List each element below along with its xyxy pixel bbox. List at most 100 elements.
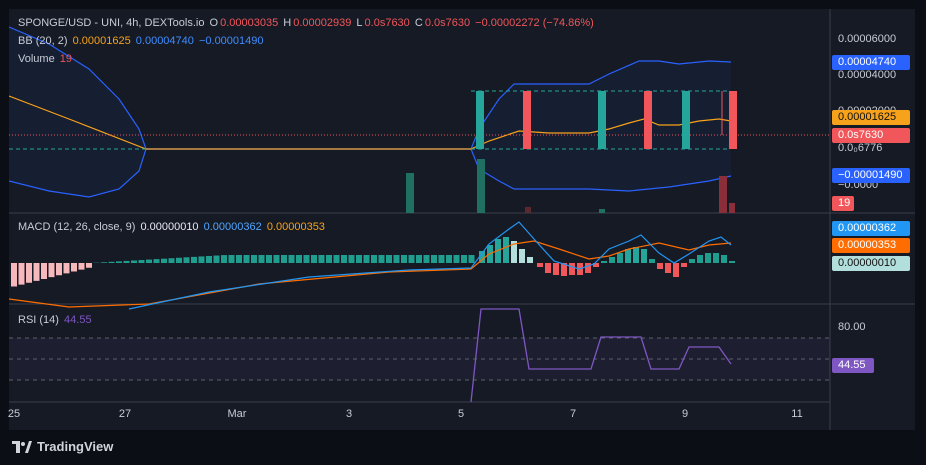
macd-hist-bar-53 [401,255,407,263]
time-label-7: 7 [569,408,577,420]
macd-hist-bar-11 [86,263,92,268]
macd-hist-bar-63 [479,251,485,263]
macd-hist-bar-26 [198,256,205,263]
macd-hist-bar-62 [468,255,475,263]
macd-hist-bar-81 [625,249,631,263]
macd-hist-bar-91 [705,253,711,263]
macd-hist-bar-3 [26,263,32,283]
macd-hist-bar-34 [258,255,265,263]
macd-hist-bar-57 [431,255,437,263]
macd-hist-bar-20 [153,259,160,263]
macd-hist-bar-90 [697,255,703,263]
macd-hist-value: 0.00000010 [140,221,199,233]
time-label-25: 25 [7,408,21,420]
open-value: 0.00003035 [220,17,279,29]
macd-hist-bar-32 [243,255,250,263]
macd-hist-bar-78 [601,261,607,263]
macd-signal-tag: 0.00000353 [832,238,910,253]
macd-hist-bar-6 [48,263,55,278]
macd-line-value: 0.00000362 [203,221,262,233]
macd-hist-bar-80 [617,253,623,263]
macd-hist-bar-40 [303,255,310,263]
macd-hist-bar-29 [221,255,227,263]
bb-fill [9,27,731,197]
last-price-tag: 0.0s7630 [832,128,910,143]
time-label-3: 3 [345,408,353,420]
tradingview-brand[interactable]: TradingView [12,439,113,454]
symbol-title: SPONGE/USD - UNI, 4h, DEXTools.io [18,17,205,29]
macd-hist-bar-23 [176,257,182,263]
macd-hist-bar-94 [729,261,735,263]
candle-6 [729,91,737,149]
macd-hist-bar-89 [689,259,695,263]
bb-upper-line [9,26,732,150]
candle-4 [644,91,652,149]
macd-hist-bar-76 [585,263,591,273]
volume-bar-2 [477,159,485,213]
high-label: H [283,17,292,29]
macd-hist-bar-71 [545,263,551,273]
bb-basis-tag: 0.00001625 [832,110,910,125]
volume-bar-1 [406,173,414,213]
macd-hist-bar-15 [116,261,122,263]
bb-label: BB (20, 2) [18,35,68,47]
macd-hist-bar-42 [318,255,325,263]
macd-hist-bar-82 [633,247,639,263]
bb-legend: BB (20, 2) 0.00001625 0.00004740 −0.0000… [18,35,266,47]
time-label-11: 11 [791,408,803,420]
macd-hist-bar-48 [363,255,370,263]
close-label: C [414,17,423,29]
time-label-mar: Mar [227,408,247,420]
macd-hist-bar-44 [333,255,340,263]
rsi-value: 44.55 [64,314,92,326]
chart-frame [9,9,915,430]
macd-hist-bar-86 [665,263,671,273]
macd-hist-bar-18 [138,260,145,263]
macd-hist-bar-85 [657,263,663,269]
macd-hist-bar-9 [71,263,77,272]
volume-legend: Volume 19 [18,53,74,65]
macd-legend: MACD (12, 26, close, 9) 0.00000010 0.000… [18,221,327,233]
macd-hist-bar-67 [511,241,517,263]
macd-hist-bar-55 [416,255,422,263]
low-value: 0.0s7630 [364,17,410,29]
macd-hist-bar-87 [673,263,679,277]
macd-hist-tag: 0.00000010 [832,256,910,271]
macd-hist-bar-50 [378,255,385,263]
macd-hist-bar-28 [213,255,220,263]
bb-lower-value: −0.00001490 [198,35,264,47]
macd-hist-bar-10 [78,263,85,270]
macd-hist-bar-84 [649,259,655,263]
volume-bar-6 [729,203,735,213]
macd-hist-bar-58 [438,255,445,263]
rsi-tag: 44.55 [832,358,874,373]
macd-hist-bar-52 [393,255,400,263]
bb-basis-value: 0.00001625 [72,35,131,47]
macd-hist-bar-31 [236,255,242,263]
macd-hist-bar-74 [569,263,575,275]
macd-hist-bar-1 [11,263,17,287]
macd-hist-bar-88 [681,263,687,267]
macd-hist-bar-51 [386,255,392,263]
close-value: 0.0s7630 [424,17,471,29]
macd-hist-bar-24 [183,257,190,263]
macd-hist-bar-49 [371,255,377,263]
macd-hist-bar-30 [228,255,235,263]
macd-hist-bar-77 [593,263,599,267]
macd-hist-bar-22 [168,258,175,263]
macd-hist-bar-38 [288,255,295,263]
main-legend: SPONGE/USD - UNI, 4h, DEXTools.io O 0.000… [18,17,596,29]
macd-hist-bar-79 [609,257,615,263]
macd-hist-bar-2 [18,263,25,285]
macd-line [128,221,732,310]
low-label: L [356,17,363,29]
chart-canvas[interactable] [9,9,915,430]
candle-2 [523,91,531,149]
macd-hist-bar-69 [527,257,533,263]
macd-hist-bar-43 [326,255,332,263]
macd-hist-bar-73 [561,263,567,276]
volume-label: Volume [18,53,55,65]
macd-hist-bar-17 [131,260,137,263]
candle-5 [682,91,690,149]
macd-hist-bar-14 [108,261,115,263]
